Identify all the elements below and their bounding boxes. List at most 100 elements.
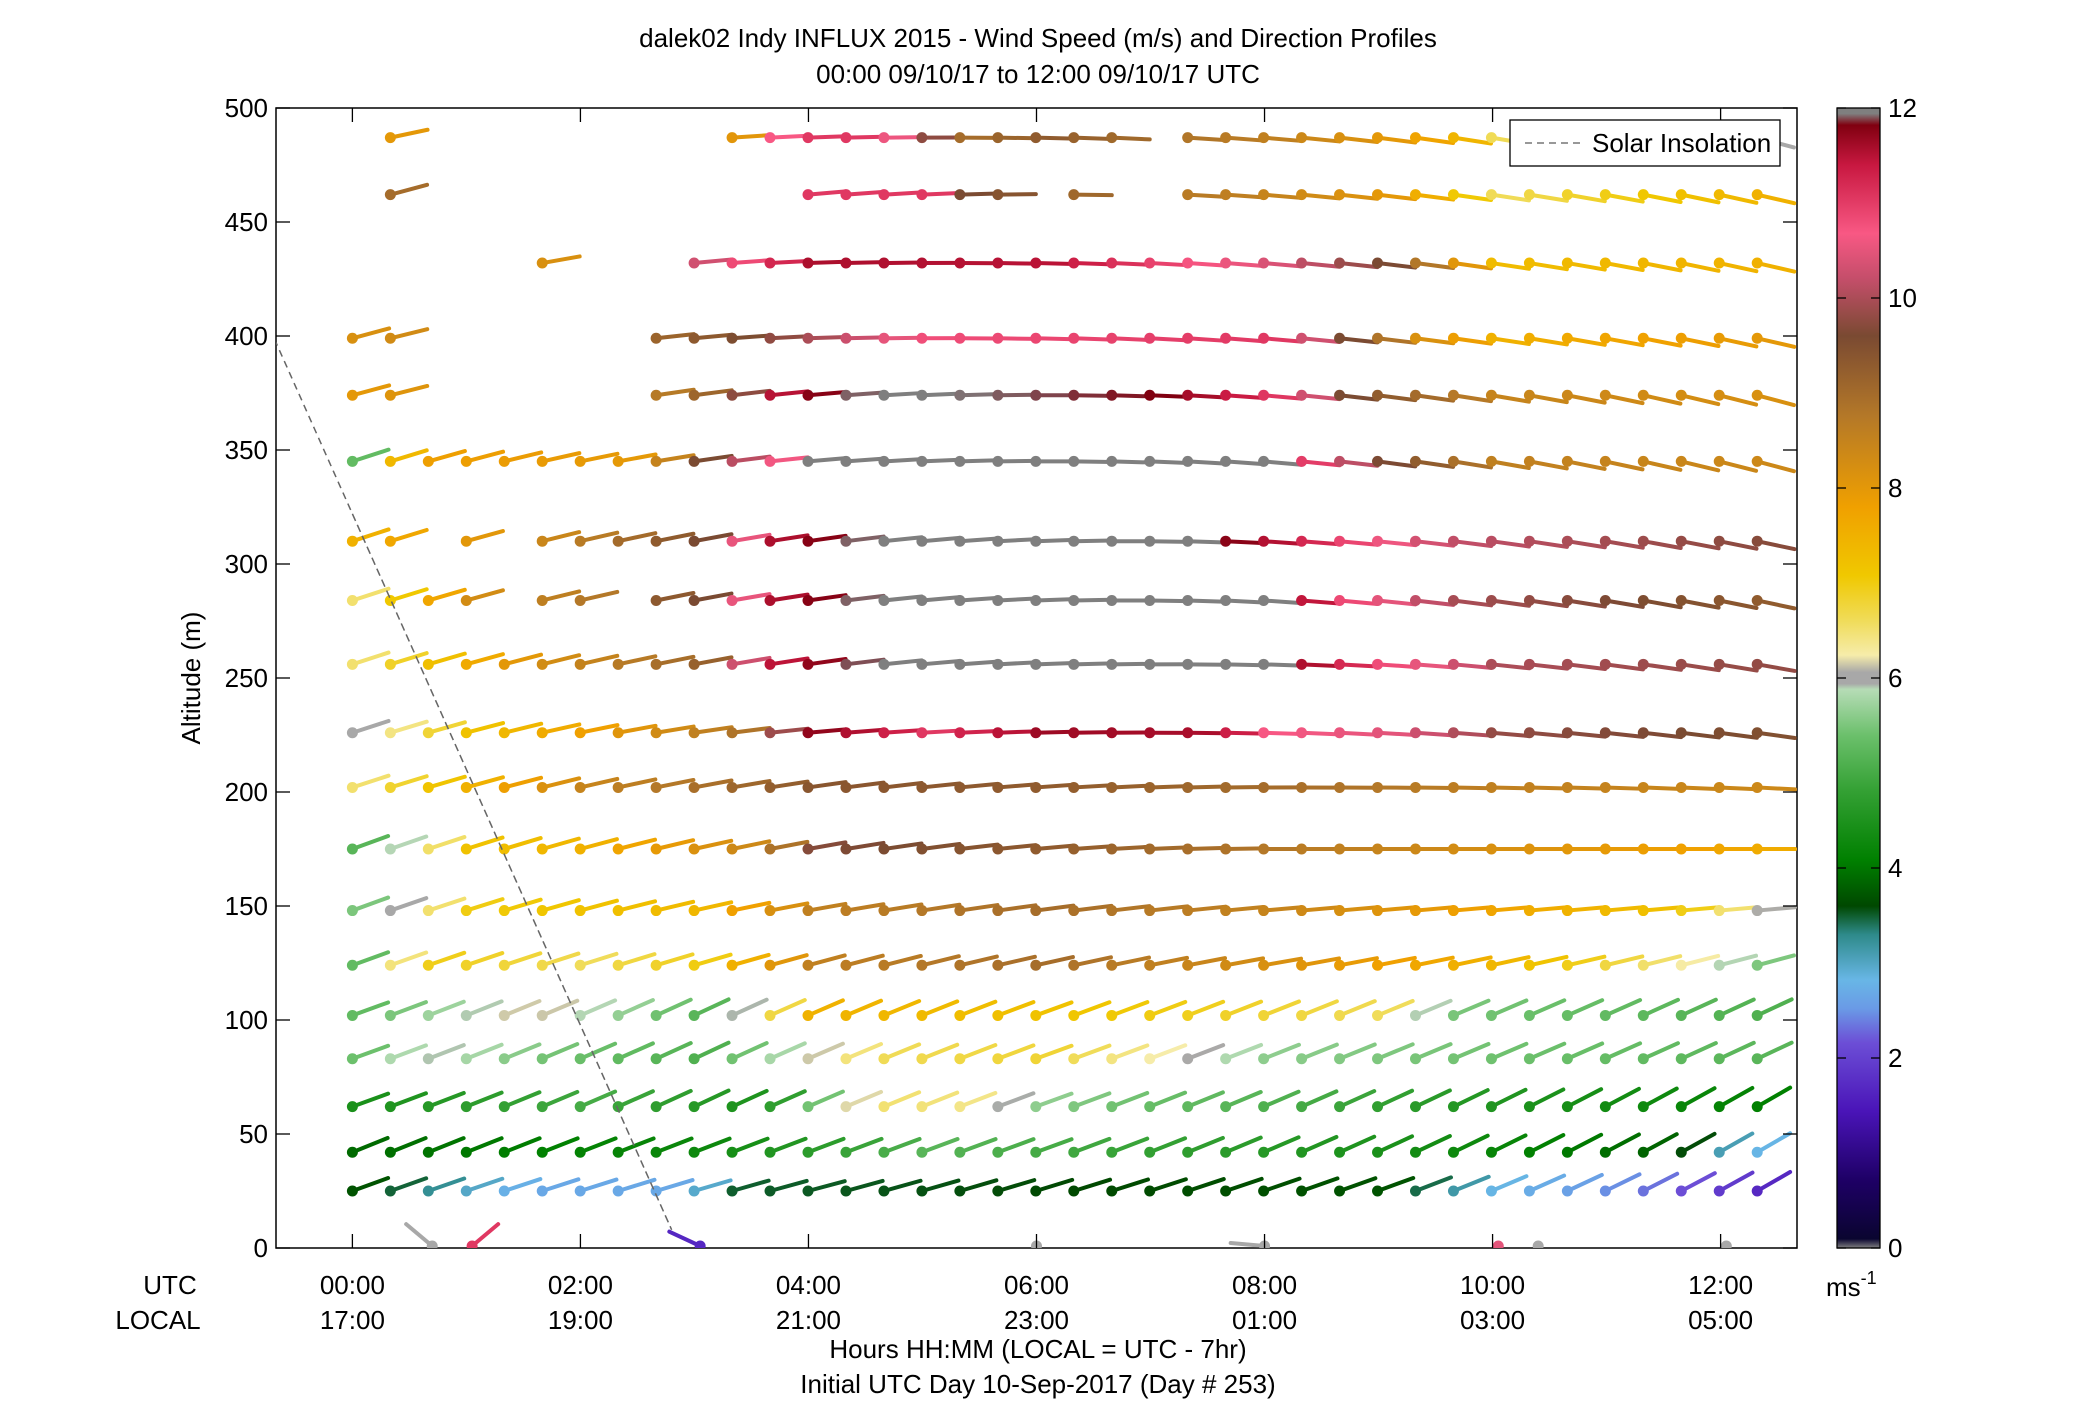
wind-vector-dot <box>1144 332 1156 344</box>
wind-vector-shaft <box>540 530 582 544</box>
wind-vector <box>1523 954 1569 971</box>
wind-vector-shaft <box>1679 953 1721 968</box>
wind-vector-dot <box>1713 1101 1725 1113</box>
wind-vector-shaft <box>768 533 810 544</box>
wind-vector-shaft <box>881 902 924 913</box>
wind-vector <box>650 952 695 971</box>
surface-wind-dot <box>426 1240 438 1248</box>
wind-vector-dot <box>1447 455 1459 467</box>
wind-vector <box>1334 455 1380 468</box>
wind-vector <box>1675 1171 1717 1197</box>
wind-vector-dot <box>536 594 548 606</box>
wind-vector <box>1713 189 1759 205</box>
surface-wind-vector <box>466 1222 501 1248</box>
wind-vector-dot <box>1637 781 1649 793</box>
wind-vector <box>536 898 581 917</box>
wind-vector-shaft <box>1641 393 1683 406</box>
wind-vector-shaft <box>881 391 924 398</box>
wind-vector-dot <box>536 1053 548 1065</box>
wind-vector <box>688 997 731 1021</box>
wind-vector <box>1030 781 1076 793</box>
wind-vector-shaft <box>426 720 467 735</box>
wind-vector <box>726 655 772 670</box>
wind-vector-shaft <box>1147 1090 1188 1109</box>
wind-vector-shaft <box>1299 135 1342 144</box>
wind-vector-shaft <box>1717 539 1759 551</box>
wind-vector-dot <box>1713 1185 1725 1197</box>
wind-vector <box>650 387 696 401</box>
wind-vector-shaft <box>919 391 962 398</box>
wind-vector <box>1144 955 1189 971</box>
wind-vector-shaft <box>1603 1172 1642 1193</box>
wind-vector-dot <box>954 959 966 971</box>
wind-vector-shaft <box>464 449 506 464</box>
wind-vector-dot <box>1182 959 1194 971</box>
wind-vector-shaft <box>1337 1176 1378 1193</box>
wind-vector <box>574 837 619 855</box>
wind-vector-shaft <box>426 1176 467 1193</box>
wind-vector-dot <box>1220 781 1232 793</box>
wind-vector <box>536 1089 580 1113</box>
wind-vector <box>1030 1177 1075 1197</box>
wind-vector <box>802 901 848 917</box>
wind-vector-dot <box>916 1185 928 1197</box>
wind-vector <box>992 389 1038 401</box>
wind-vector-dot <box>1447 781 1459 793</box>
wind-vector-dot <box>1485 1053 1497 1065</box>
wind-vector <box>1713 594 1759 610</box>
wind-vector <box>992 535 1038 547</box>
wind-vector-shaft <box>730 725 772 735</box>
wind-vector-dot <box>460 1185 472 1197</box>
colorbar-tick-label: 4 <box>1888 853 1902 883</box>
wind-vector-dot <box>384 658 396 670</box>
wind-vector-shaft <box>1527 261 1569 272</box>
wind-vector-shaft <box>1033 261 1076 267</box>
wind-vector-dot <box>878 959 890 971</box>
wind-vector-shaft <box>957 659 1000 667</box>
wind-vector <box>878 902 924 917</box>
wind-vector-dot <box>802 959 814 971</box>
wind-vector-dot <box>954 843 966 855</box>
wind-vector <box>1561 594 1607 609</box>
wind-vector <box>764 1136 808 1158</box>
surface-wind-dot <box>466 1240 478 1248</box>
wind-vector-dot <box>1599 781 1611 793</box>
wind-vector <box>612 723 658 739</box>
wind-vector <box>650 899 696 917</box>
wind-vector <box>1523 1041 1567 1065</box>
wind-vector-shaft <box>881 999 922 1018</box>
wind-vector-dot <box>384 1101 396 1113</box>
wind-vector-shaft <box>1147 1043 1188 1061</box>
wind-vector <box>1523 1133 1566 1158</box>
wind-vector-dot <box>1561 843 1573 855</box>
wind-vector <box>1334 389 1380 402</box>
wind-vector-dot <box>1447 257 1459 269</box>
wind-vector-shaft <box>1717 1131 1755 1155</box>
wind-vector-dot <box>1372 389 1384 401</box>
wind-vector-shaft <box>1185 784 1228 790</box>
wind-vector-dot <box>1561 189 1573 201</box>
wind-vector <box>1447 1088 1490 1113</box>
wind-vector-shaft <box>768 1089 807 1109</box>
wind-vector-dot <box>1713 535 1725 547</box>
wind-vector-dot <box>1713 332 1725 344</box>
wind-vector <box>840 953 885 971</box>
wind-vector <box>688 725 734 739</box>
wind-vector-dot <box>1182 189 1194 201</box>
wind-vector-dot <box>1561 332 1573 344</box>
wind-vector <box>1334 1089 1377 1113</box>
wind-vector-shaft <box>919 954 961 968</box>
wind-vector <box>1713 843 1760 855</box>
wind-vector <box>1030 132 1076 144</box>
wind-vector <box>954 842 1000 855</box>
wind-vector-dot <box>1713 959 1725 971</box>
wind-vector-shaft <box>843 780 886 790</box>
wind-vector-shaft <box>1641 730 1684 740</box>
wind-vector-shaft <box>502 951 543 968</box>
wind-vector-shaft <box>1033 1137 1074 1155</box>
wind-vector-dot <box>992 594 1004 606</box>
wind-vector-dot <box>1409 257 1421 269</box>
wind-vector-shaft <box>1413 730 1456 738</box>
wind-vector-dot <box>1106 1053 1118 1065</box>
wind-vector-shaft <box>957 781 1000 790</box>
